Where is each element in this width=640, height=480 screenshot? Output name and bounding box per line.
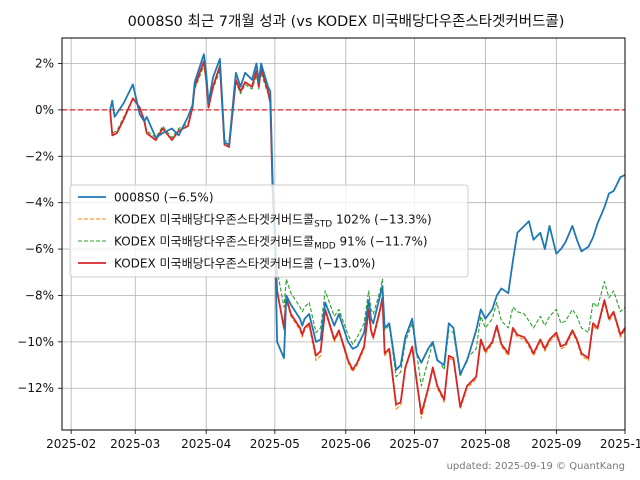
x-tick-label: 2025-10 [600,437,640,451]
x-tick-label: 2025-05 [250,437,300,451]
legend-label-1: 0008S0 (−6.5%) [114,191,214,205]
x-tick-label: 2025-08 [460,437,510,451]
chart-title: 0008S0 최근 7개월 성과 (vs KODEX 미국배당다우존스타겟커버드… [128,13,565,30]
x-tick-label: 2025-02 [46,437,96,451]
series-line-3 [109,65,626,387]
y-tick-label: 0% [35,103,54,117]
y-tick-label: −10% [17,335,54,349]
footer-note: updated: 2025-09-19 © QuantKang [447,461,625,472]
axis-ticks: 2% 0% −2% −4% −6% −8% −10% −12% 2025-02 2025-03 20… [17,57,640,451]
legend-box [69,184,469,278]
series-layer [109,53,626,419]
legend-label-3: KODEX 미국배당다우존스타겟커버드콜MDD 91% (−11.7%) [114,235,428,252]
legend-label-4: KODEX 미국배당다우존스타겟커버드콜 (−13.0%) [114,257,375,271]
y-tick-label: −8% [25,288,54,302]
y-tick-label: −12% [17,381,54,395]
x-tick-label: 2025-07 [389,437,439,451]
x-tick-label: 2025-03 [110,437,160,451]
y-tick-label: −6% [25,242,54,256]
y-tick-label: 2% [35,57,54,71]
x-tick-label: 2025-04 [181,437,231,451]
plot-frame [61,37,626,431]
legend-label-2: KODEX 미국배당다우존스타겟커버드콜STD 102% (−13.3%) [114,213,432,230]
x-tick-label: 2025-06 [321,437,371,451]
y-tick-label: −2% [25,149,54,163]
legend: 0008S0 (−6.5%) KODEX 미국배당다우존스타겟커버드콜STD 10… [69,184,469,278]
x-tick-label: 2025-09 [531,437,581,451]
y-tick-label: −4% [25,196,54,210]
series-line-1 [109,53,626,376]
